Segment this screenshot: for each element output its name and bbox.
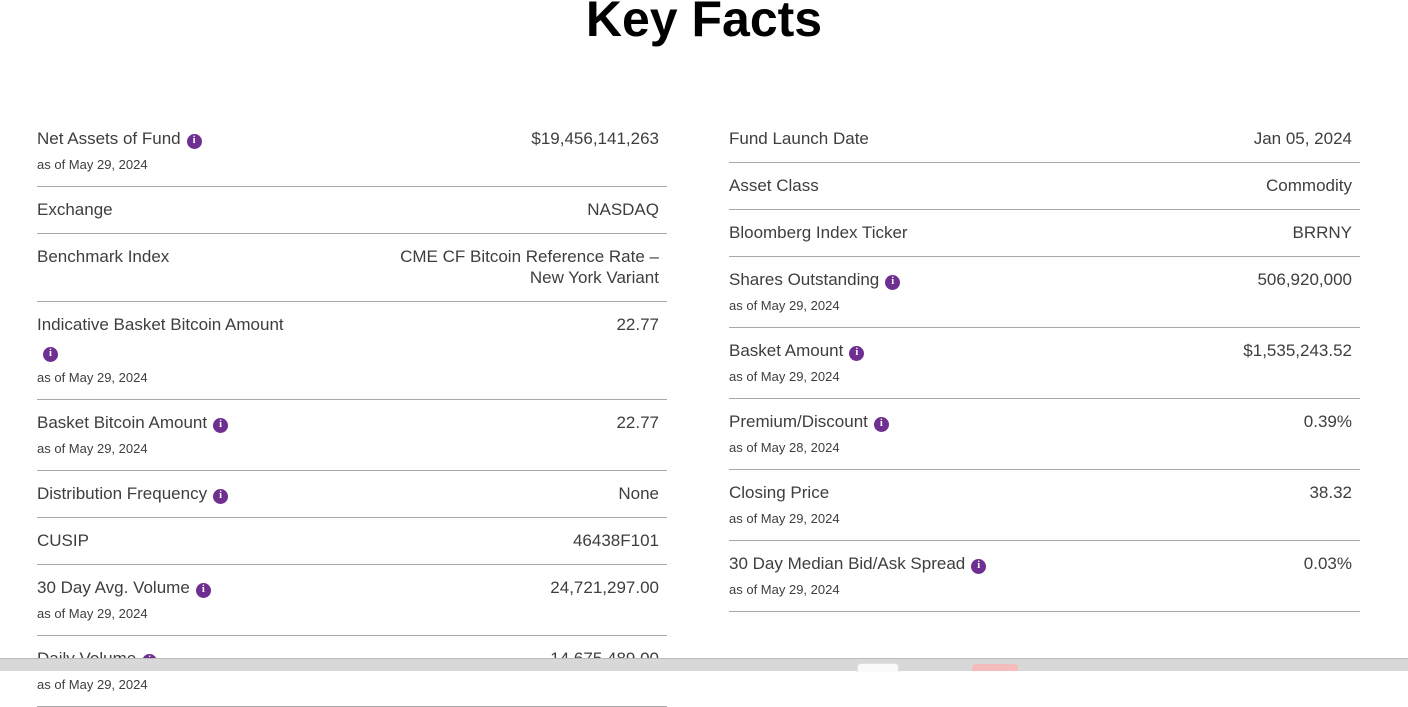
field-value: 22.77 bbox=[616, 315, 659, 334]
field-label: Net Assets of Fund bbox=[37, 129, 181, 148]
field-value: BRRNY bbox=[1292, 223, 1352, 242]
info-icon[interactable]: i bbox=[849, 345, 865, 361]
overlay-button-light[interactable] bbox=[857, 663, 899, 672]
field-value: NASDAQ bbox=[587, 200, 659, 219]
bottom-overlay-bar bbox=[0, 658, 1408, 672]
field-value: Commodity bbox=[1266, 176, 1352, 195]
field-label: Premium/Discount bbox=[729, 412, 868, 431]
field-value-line-1: CME CF Bitcoin Reference Rate – bbox=[400, 247, 659, 266]
info-icon[interactable]: i bbox=[971, 558, 987, 574]
info-icon[interactable]: i bbox=[873, 416, 889, 432]
row-exchange: Exchange NASDAQ bbox=[37, 187, 667, 234]
field-label: Closing Price bbox=[729, 483, 830, 502]
field-label: CUSIP bbox=[37, 531, 89, 550]
row-basket-amount: Basket Amount i as of May 29, 2024 $1,535… bbox=[729, 328, 1360, 399]
info-icon[interactable]: i bbox=[213, 417, 229, 433]
key-facts-column-left: Net Assets of Fund i as of May 29, 2024 $… bbox=[37, 116, 667, 707]
row-asset-class: Asset Class Commodity bbox=[729, 163, 1360, 210]
as-of-date: as of May 29, 2024 bbox=[37, 606, 148, 621]
as-of-date: as of May 29, 2024 bbox=[729, 369, 840, 384]
field-value: 46438F101 bbox=[572, 531, 659, 550]
field-value: $1,535,243.52 bbox=[1243, 341, 1352, 360]
key-facts-table: Net Assets of Fund i as of May 29, 2024 $… bbox=[37, 116, 1360, 707]
field-value: 22.77 bbox=[616, 413, 659, 432]
as-of-date: as of May 29, 2024 bbox=[37, 157, 148, 172]
row-basket-bitcoin-amount: Basket Bitcoin Amount i as of May 29, 202… bbox=[37, 400, 667, 471]
row-distribution-frequency: Distribution Frequency i None bbox=[37, 471, 667, 518]
as-of-date: as of May 29, 2024 bbox=[729, 298, 840, 313]
row-shares-outstanding: Shares Outstanding i as of May 29, 2024 5… bbox=[729, 257, 1360, 328]
field-value: 24,721,297.00 bbox=[550, 578, 659, 597]
row-closing-price: Closing Price as of May 29, 2024 38.32 bbox=[729, 470, 1360, 541]
as-of-date: as of May 29, 2024 bbox=[37, 441, 148, 456]
field-label: Exchange bbox=[37, 200, 113, 219]
as-of-date: as of May 28, 2024 bbox=[729, 440, 840, 455]
info-icon[interactable]: i bbox=[213, 488, 229, 504]
info-icon[interactable]: i bbox=[43, 346, 58, 362]
info-icon[interactable]: i bbox=[885, 274, 901, 290]
info-icon[interactable]: i bbox=[195, 582, 211, 598]
field-value: Jan 05, 2024 bbox=[1253, 129, 1352, 148]
field-value: 0.39% bbox=[1303, 412, 1352, 431]
field-value: 38.32 bbox=[1309, 483, 1352, 502]
row-cusip: CUSIP 46438F101 bbox=[37, 518, 667, 565]
field-label: Basket Amount bbox=[729, 341, 844, 360]
field-value-line-2: New York Variant bbox=[529, 268, 659, 287]
field-label: Asset Class bbox=[729, 176, 819, 195]
row-bloomberg-index-ticker: Bloomberg Index Ticker BRRNY bbox=[729, 210, 1360, 257]
as-of-date: as of May 29, 2024 bbox=[37, 677, 148, 692]
key-facts-column-right: Fund Launch Date Jan 05, 2024 Asset Clas… bbox=[729, 116, 1360, 707]
row-indicative-basket-bitcoin-amount: Indicative Basket Bitcoin Amount i as of… bbox=[37, 302, 667, 400]
overlay-button-pink[interactable] bbox=[972, 664, 1018, 671]
field-label: Indicative Basket Bitcoin Amount bbox=[37, 315, 284, 334]
field-value: CME CF Bitcoin Reference Rate – New York… bbox=[400, 246, 667, 288]
field-label: Shares Outstanding bbox=[729, 270, 880, 289]
as-of-date: as of May 29, 2024 bbox=[37, 370, 148, 385]
field-value: $19,456,141,263 bbox=[531, 129, 659, 148]
field-label: Benchmark Index bbox=[37, 247, 170, 266]
row-30-day-avg-volume: 30 Day Avg. Volume i as of May 29, 2024 2… bbox=[37, 565, 667, 636]
page-title: Key Facts bbox=[585, 0, 823, 47]
field-label: Basket Bitcoin Amount bbox=[37, 413, 208, 432]
row-fund-launch-date: Fund Launch Date Jan 05, 2024 bbox=[729, 116, 1360, 163]
as-of-date: as of May 29, 2024 bbox=[729, 511, 840, 526]
field-label: 30 Day Median Bid/Ask Spread bbox=[729, 554, 966, 573]
row-premium-discount: Premium/Discount i as of May 28, 2024 0.3… bbox=[729, 399, 1360, 470]
field-label: Fund Launch Date bbox=[729, 129, 869, 148]
field-value: None bbox=[618, 484, 659, 503]
info-icon[interactable]: i bbox=[186, 133, 202, 149]
field-value: 0.03% bbox=[1303, 554, 1352, 573]
as-of-date: as of May 29, 2024 bbox=[729, 582, 840, 597]
row-30-day-median-bid-ask-spread: 30 Day Median Bid/Ask Spread i as of May … bbox=[729, 541, 1360, 612]
row-net-assets-of-fund: Net Assets of Fund i as of May 29, 2024 $… bbox=[37, 116, 667, 187]
row-benchmark-index: Benchmark Index CME CF Bitcoin Reference… bbox=[37, 234, 667, 302]
field-value: 506,920,000 bbox=[1257, 270, 1352, 289]
field-label: Distribution Frequency bbox=[37, 484, 208, 503]
field-label: Bloomberg Index Ticker bbox=[729, 223, 908, 242]
field-label: 30 Day Avg. Volume bbox=[37, 578, 190, 597]
